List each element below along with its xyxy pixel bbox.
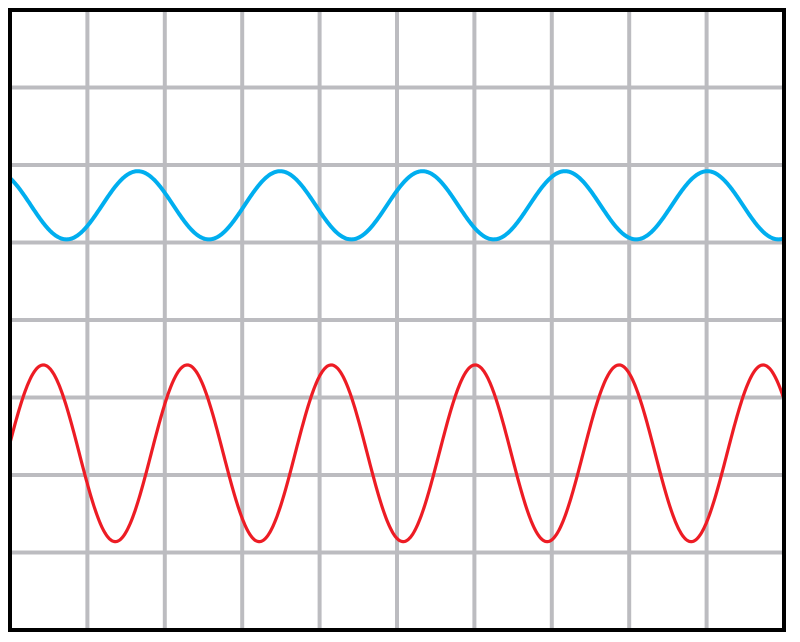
traces: [8, 169, 786, 544]
grid: [10, 10, 784, 630]
display-frame: [8, 8, 786, 632]
trace-blue-waveform: [8, 169, 785, 242]
trace-red-waveform: [8, 363, 786, 544]
